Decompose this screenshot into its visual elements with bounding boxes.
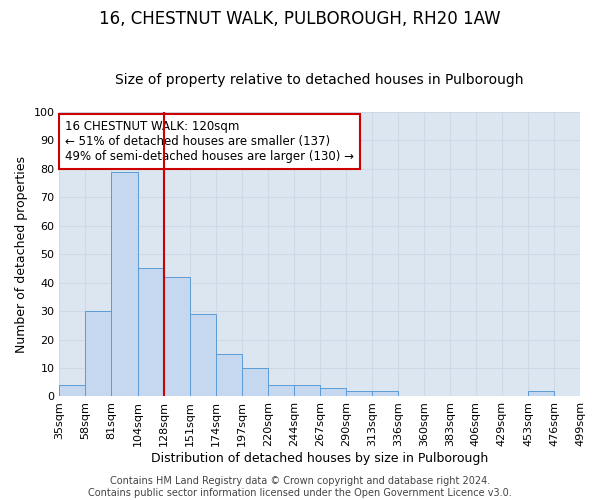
Bar <box>137 268 164 396</box>
Bar <box>346 391 372 396</box>
Bar <box>85 311 112 396</box>
Bar <box>320 388 346 396</box>
Bar <box>268 385 293 396</box>
Bar <box>215 354 242 397</box>
Bar <box>372 391 398 396</box>
Bar <box>528 391 554 396</box>
Bar <box>59 385 85 396</box>
Text: Contains HM Land Registry data © Crown copyright and database right 2024.
Contai: Contains HM Land Registry data © Crown c… <box>88 476 512 498</box>
Title: Size of property relative to detached houses in Pulborough: Size of property relative to detached ho… <box>115 73 524 87</box>
Text: 16, CHESTNUT WALK, PULBOROUGH, RH20 1AW: 16, CHESTNUT WALK, PULBOROUGH, RH20 1AW <box>99 10 501 28</box>
Bar <box>242 368 268 396</box>
Bar <box>112 172 137 396</box>
Text: 16 CHESTNUT WALK: 120sqm
← 51% of detached houses are smaller (137)
49% of semi-: 16 CHESTNUT WALK: 120sqm ← 51% of detach… <box>65 120 353 164</box>
Y-axis label: Number of detached properties: Number of detached properties <box>15 156 28 352</box>
Bar <box>190 314 215 396</box>
Bar <box>293 385 320 396</box>
X-axis label: Distribution of detached houses by size in Pulborough: Distribution of detached houses by size … <box>151 452 488 465</box>
Bar <box>164 277 190 396</box>
